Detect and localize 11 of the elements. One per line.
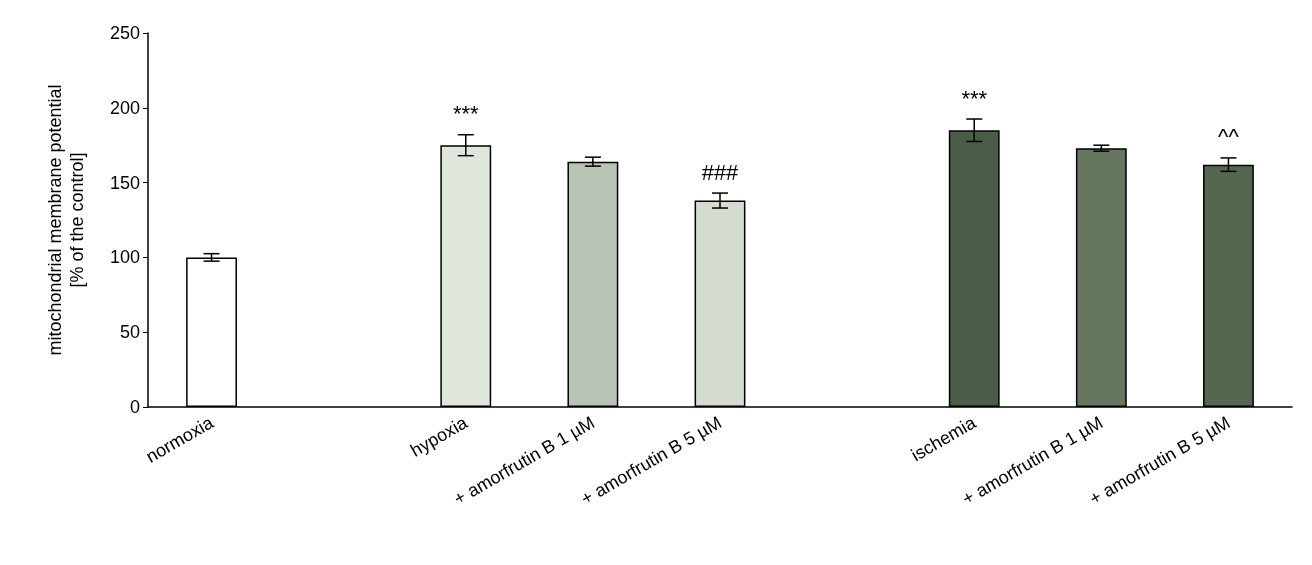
y-tick-label: 200 bbox=[109, 97, 140, 118]
y-tick-label: 150 bbox=[109, 172, 140, 193]
data-label: *** bbox=[452, 101, 480, 127]
y-axis-title: mitochondrial membrane potential [% of the control] bbox=[45, 84, 87, 356]
data-label: ### bbox=[701, 159, 740, 185]
y-tick-label: 100 bbox=[109, 247, 140, 268]
y-tick-label: 0 bbox=[129, 397, 140, 417]
data-label: ^^ bbox=[1218, 124, 1240, 150]
y-tick-label: 50 bbox=[119, 322, 140, 343]
y-tick-label: 250 bbox=[109, 23, 140, 43]
data-label: *** bbox=[961, 85, 988, 111]
